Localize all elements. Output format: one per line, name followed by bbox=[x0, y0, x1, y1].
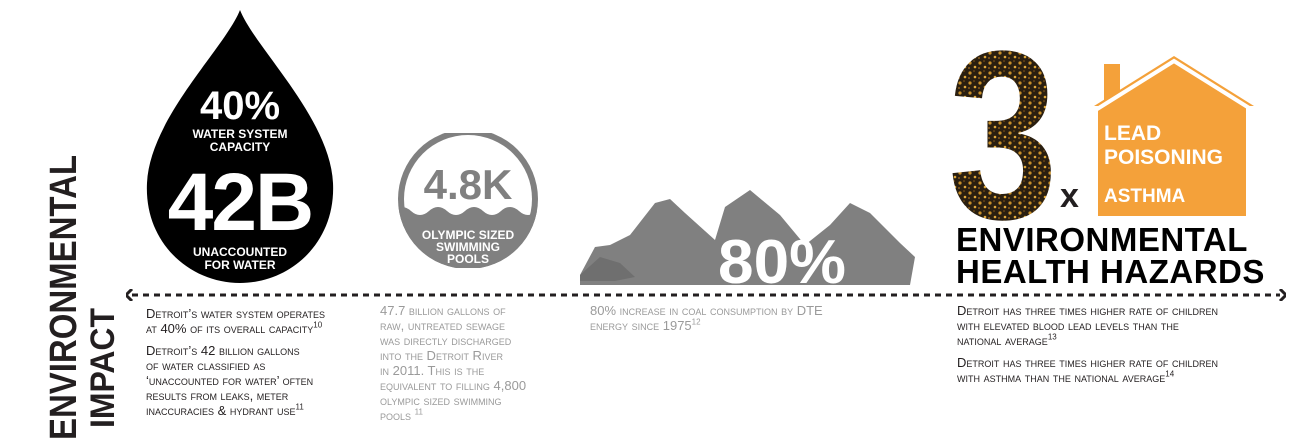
pools-caption-2: SWIMMING bbox=[436, 240, 500, 254]
pools-note: 47.7 billion gallons of raw, untreated s… bbox=[380, 303, 580, 423]
house-line-2: POISONING bbox=[1104, 146, 1224, 169]
coal-value: 80% bbox=[718, 228, 846, 285]
health-note1-ref: 13 bbox=[1047, 332, 1057, 342]
pools-note-line4: into the Detroit River bbox=[380, 348, 503, 363]
health-note2-ref: 14 bbox=[1165, 369, 1175, 379]
water-note2-line1: Detroit’s 42 billion gallons bbox=[146, 343, 300, 358]
section-title-line1: ENVIRONMENTAL bbox=[43, 155, 85, 440]
water-percent: 40% bbox=[199, 84, 281, 128]
health-note2-line2: with asthma than the national average bbox=[957, 370, 1166, 385]
pools-note-line8: pools bbox=[380, 408, 412, 423]
coal-note-ref: 12 bbox=[691, 317, 701, 327]
house-line-3: ASTHMA bbox=[1104, 186, 1186, 207]
water-big-caption-1: UNACCOUNTED bbox=[193, 245, 287, 259]
water-note2-line5: inaccuracies & hydrant use bbox=[146, 403, 296, 418]
house-badge: LEAD POISONING ASTHMA bbox=[1094, 56, 1254, 218]
coal-note-line2: energy since 1975 bbox=[590, 318, 692, 333]
water-note2-ref: 11 bbox=[295, 402, 304, 412]
coal-note: 80% increase in coal consumption by DTE … bbox=[590, 303, 890, 333]
house-icon bbox=[1094, 56, 1254, 216]
pools-note-line1: 47.7 billion gallons of bbox=[380, 303, 506, 318]
health-note1-line1: Detroit has three times higher rate of c… bbox=[957, 303, 1219, 318]
water-note: Detroit’s water system operates at 40% o… bbox=[146, 306, 386, 418]
pools-note-line3: was directly discharged bbox=[380, 333, 512, 348]
health-title-1: ENVIRONMENTAL bbox=[956, 221, 1248, 258]
pools-badge: 4.8K OLYMPIC SIZED SWIMMING POOLS bbox=[393, 133, 543, 268]
pools-caption-3: POOLS bbox=[446, 252, 489, 266]
coal-piles: 80% bbox=[575, 185, 920, 285]
health-note: Detroit has three times higher rate of c… bbox=[957, 303, 1277, 385]
water-note2-line2: of water classified as bbox=[146, 358, 266, 373]
house-line-1: LEAD bbox=[1104, 122, 1162, 145]
pools-caption-1: OLYMPIC SIZED bbox=[421, 228, 515, 242]
water-big-value: 42B bbox=[167, 157, 314, 248]
section-title: ENVIRONMENTAL IMPACT bbox=[18, 150, 118, 440]
health-note1-line3: national average bbox=[957, 333, 1048, 348]
multiplier: 3 bbox=[948, 30, 1073, 230]
timeline-divider bbox=[126, 289, 1286, 301]
pools-note-ref: 11 bbox=[414, 407, 423, 417]
pools-note-line5: in 2011. This is the bbox=[380, 363, 485, 378]
water-percent-caption-1: WATER SYSTEM bbox=[192, 127, 288, 141]
water-note2-line4: results from leaks, meter bbox=[146, 388, 289, 403]
health-note2-line1: Detroit has three times higher rate of c… bbox=[957, 355, 1219, 370]
health-title-2: HEALTH HAZARDS bbox=[956, 253, 1265, 290]
water-note1-ref: 10 bbox=[313, 320, 323, 330]
pools-note-line6: equivalent to filling 4,800 bbox=[380, 378, 527, 393]
pools-note-line7: olympic sized swimming bbox=[380, 393, 502, 408]
water-note1-line2: at 40% of its overall capacity bbox=[146, 321, 314, 336]
coal-pile-icon: 80% bbox=[580, 190, 915, 285]
water-big-caption-2: FOR WATER bbox=[204, 258, 276, 272]
section-title-line2: IMPACT bbox=[84, 308, 118, 428]
coal-note-line1: 80% increase in coal consumption by DTE bbox=[590, 303, 823, 318]
water-note2-line3: ‘unaccounted for water’ often bbox=[146, 373, 314, 388]
water-drop: 40% WATER SYSTEM CAPACITY 42B UNACCOUNTE… bbox=[140, 8, 340, 288]
water-drop-icon bbox=[146, 10, 334, 283]
multiplier-value: 3 bbox=[948, 30, 1058, 230]
pool-wave-icon bbox=[398, 133, 538, 268]
water-note1-line1: Detroit’s water system operates bbox=[146, 306, 325, 321]
pools-note-line2: raw, untreated sewage bbox=[380, 318, 506, 333]
health-note1-line2: with elevated blood lead levels than the bbox=[957, 318, 1179, 333]
water-percent-caption-2: CAPACITY bbox=[209, 140, 271, 154]
pools-value: 4.8K bbox=[423, 161, 513, 208]
multiplier-x: x bbox=[1060, 177, 1079, 215]
